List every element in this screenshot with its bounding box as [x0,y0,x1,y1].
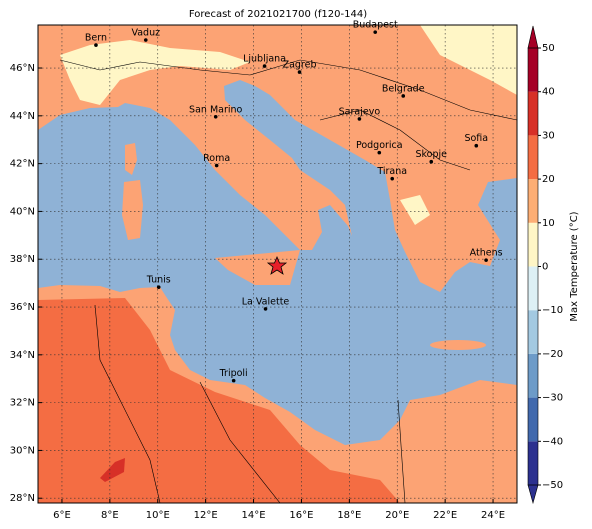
colorbar-tick-label: 50 [542,43,555,54]
lat-tick-label: 46°N [10,63,35,74]
colorbar-extend-min [527,484,539,505]
colorbar-tick-label: 40 [542,87,555,98]
city-dot [474,143,479,148]
city-label: Ljubljana [243,54,286,65]
map-frame [37,24,518,504]
sicily [215,250,300,285]
city-dot [214,163,219,168]
city-label: Zagreb [283,60,317,71]
colorbar-tick-label: 10 [542,218,555,229]
lat-tick-label: 38°N [10,254,35,265]
border [59,59,517,121]
city-label: Sofia [464,133,488,144]
lon-tick-label: 8°E [101,510,119,521]
title: Forecast of 2021021700 (f120-144) [189,9,367,20]
sardinia [122,180,143,240]
colorbar-bin [528,135,538,180]
africa-warm [38,298,400,503]
balkan-cold [400,195,430,225]
city-label: Podgorica [356,140,403,151]
city-dot [213,114,218,119]
colorbar-tick-label: −20 [542,349,563,360]
colorbar-bin [528,441,538,485]
lon-tick-label: 10°E [146,510,170,521]
lon-tick-label: 20°E [385,510,409,521]
alps-cold [60,40,250,105]
colorbar-tick-label: −30 [542,393,563,404]
colorbar-bin [528,310,538,354]
colorbar-bin [528,222,538,267]
colorbar-bin [528,179,538,223]
city-label: Tirana [376,166,407,177]
colorbar-bin [528,91,538,136]
lon-tick-label: 14°E [242,510,266,521]
city-dot [373,30,378,34]
city-label: San Marino [189,104,242,115]
city-label: Budapest [353,20,398,31]
colorbar-tick-label: −40 [542,436,563,447]
lon-tick-label: 16°E [289,510,313,521]
city-label: Bern [85,33,107,44]
colorbar-tick-label: −50 [542,480,563,491]
africa-hot [100,458,125,482]
lon-tick-label: 22°E [433,510,457,521]
lat-tick-label: 32°N [10,398,35,409]
colorbar-tick-label: 0 [542,262,548,273]
lon-tick-label: 12°E [194,510,218,521]
colorbar-bin [528,266,538,311]
colorbar-bin [528,48,538,92]
lat-tick-label: 30°N [10,445,35,456]
city-dot [263,307,268,311]
colorbar-bin [528,353,538,398]
lat-tick-label: 36°N [10,302,35,313]
star-marker [266,255,288,275]
lat-tick-label: 34°N [10,350,35,361]
city-label: Skopje [415,149,447,160]
city-label: La Valette [242,296,290,307]
lat-tick-label: 42°N [10,159,35,170]
colorbar-tick-label: −10 [542,305,563,316]
city-dot [297,70,302,74]
lat-tick-label: 40°N [10,206,35,217]
border [397,399,406,503]
colorbar-tick-label: 30 [542,130,555,141]
city-dot [484,258,488,262]
city-dot [429,159,434,164]
city-dot [262,64,267,68]
city-label: Vaduz [131,28,160,39]
border [94,304,161,503]
city-dot [94,43,98,47]
city-dot [377,150,382,155]
lon-tick-label: 6°E [53,510,71,521]
city-dot [401,94,406,98]
colorbar-bin [528,397,538,442]
colorbar-label: Max Temperature (°C) [569,211,580,321]
lon-tick-label: 24°E [481,510,505,521]
city-label: Sarajevo [339,106,381,117]
lon-tick-label: 18°E [337,510,361,521]
city-dot [156,285,161,289]
city-label: Athens [470,248,503,259]
corsica [125,143,137,175]
lat-tick-label: 44°N [10,111,35,122]
city-dot [231,378,236,383]
map-field [38,25,517,503]
city-label: Tunis [146,275,171,286]
city-dot [390,176,395,181]
colorbar-extend-max [527,25,539,49]
lat-tick-label: 28°N [10,493,35,504]
city-dot [143,38,148,42]
colorbar-tick-label: 20 [542,174,555,185]
crete [430,340,486,350]
city-label: Roma [203,153,230,164]
city-label: Tripoli [219,368,248,379]
border [199,381,281,503]
city-dot [357,117,362,121]
city-label: Belgrade [382,83,425,94]
